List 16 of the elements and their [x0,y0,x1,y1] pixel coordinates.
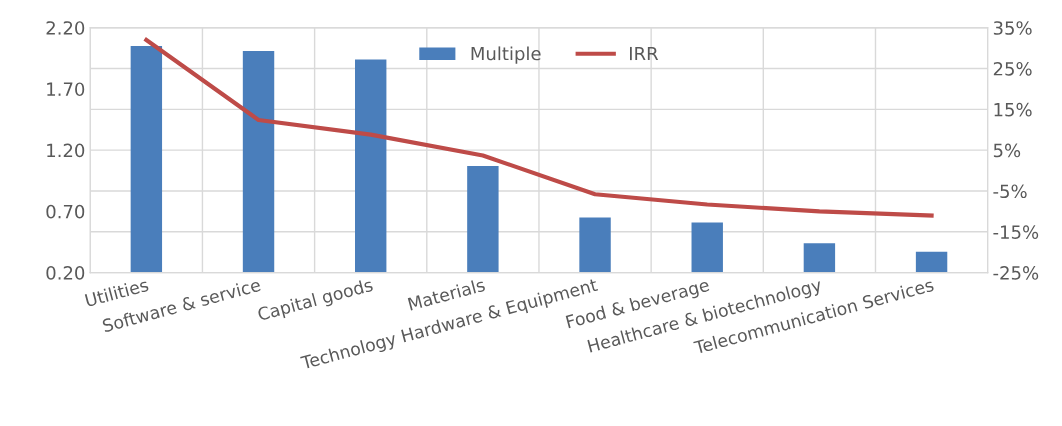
y-tick-label: 1.20 [47,143,85,158]
y2-tick-label: 35% [993,21,1032,35]
line-series [144,37,934,218]
legend-label: IRR [630,46,659,61]
legend-label: Multiple [471,46,541,64]
y-tick-label: 0.70 [46,204,85,219]
y-tick-label: 2.20 [46,21,85,35]
y2-tick-label: 5% [993,143,1021,158]
y2-tick-label: 25% [993,61,1032,76]
y-tick-label: 1.70 [47,82,85,97]
y-tick-label: 0.20 [46,266,85,280]
x-tick-label: Utilities [84,277,150,307]
y2-tick-label: -5% [993,184,1027,199]
y2-tick-label: -15% [993,225,1039,239]
y2-tick-label: 15% [994,102,1032,117]
y2-tick-label: -25% [993,266,1039,280]
